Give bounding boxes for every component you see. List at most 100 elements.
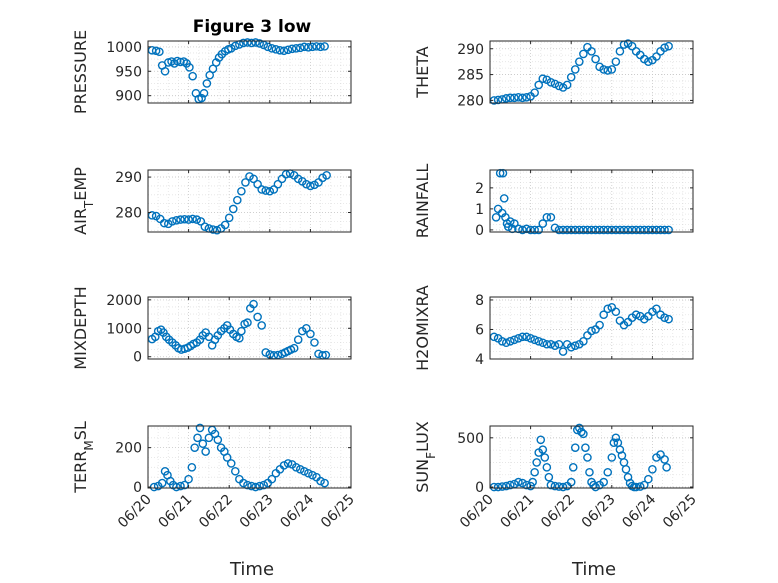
data-point: [530, 88, 539, 97]
data-point: [522, 93, 531, 102]
y-tick-label: 200: [115, 441, 142, 457]
axes-box: [489, 40, 694, 104]
data-point: [664, 225, 673, 235]
data-point: [172, 216, 181, 225]
data-point: [233, 195, 242, 205]
x-tick-label: 06/24: [619, 491, 659, 531]
data-point: [159, 218, 169, 228]
data-point: [554, 225, 564, 235]
x-axis-label-left: Time: [229, 559, 274, 580]
data-point: [514, 93, 523, 102]
subplot-2: 280 290 AIRTEMP: [71, 167, 352, 235]
data-point: [212, 225, 222, 235]
data-point: [568, 463, 578, 472]
data-point: [603, 304, 613, 314]
data-point: [253, 179, 262, 189]
data-point: [213, 435, 223, 445]
subplot-0: 900 950 1000 PRESSURE: [71, 30, 352, 114]
data-point: [599, 310, 608, 320]
y-tick-label: 0: [475, 223, 484, 239]
data-point: [619, 458, 629, 467]
data-point: [247, 38, 256, 48]
y-tick-label: 2000: [106, 293, 142, 309]
data-point: [546, 78, 556, 87]
data-point: [589, 480, 598, 490]
data-point: [660, 43, 669, 53]
data-point: [514, 477, 523, 487]
data-point: [493, 204, 503, 214]
data-point: [595, 320, 604, 330]
data-point: [287, 44, 297, 54]
axes-box: [489, 296, 694, 360]
data-point: [579, 429, 588, 439]
data-point: [550, 341, 560, 351]
data-point: [550, 79, 560, 89]
y-tick-label: 1: [475, 202, 484, 218]
data-point: [302, 179, 311, 189]
data-point: [631, 310, 641, 320]
y-tick-label: 290: [457, 42, 484, 58]
data-point: [554, 482, 564, 491]
data-point: [570, 341, 580, 351]
data-point: [249, 174, 258, 184]
data-point: [662, 463, 671, 472]
x-axis-label-right: Time: [571, 559, 616, 580]
data-point: [570, 443, 580, 452]
data-point: [536, 435, 546, 445]
data-point: [185, 63, 194, 72]
data-point: [510, 93, 519, 103]
x-tick-label: 06/23: [237, 492, 277, 532]
axes-box: [147, 425, 352, 489]
data-point: [570, 65, 580, 74]
y-tick-label: 1000: [106, 321, 142, 337]
data-point: [208, 225, 218, 234]
x-tick-label: 06/25: [318, 492, 358, 532]
data-point: [184, 474, 193, 484]
data-point: [591, 54, 600, 64]
data-point: [210, 335, 220, 344]
data-point: [510, 219, 519, 228]
data-point: [195, 335, 205, 344]
data-point: [279, 461, 289, 470]
data-point: [243, 38, 252, 47]
data-point: [176, 57, 185, 67]
y-tick-label: 0: [475, 480, 484, 496]
y-tick-label: 900: [115, 89, 142, 105]
data-point: [293, 335, 303, 344]
y-tick-label: 6: [475, 322, 484, 338]
data-point: [558, 225, 568, 235]
data-point: [518, 478, 527, 488]
data-point: [603, 467, 613, 477]
data-point: [577, 427, 586, 437]
data-point: [585, 467, 594, 477]
y-axis-label: AIRTEMP: [71, 167, 96, 235]
data-point: [575, 57, 584, 66]
data-point: [267, 44, 277, 53]
y-tick-label: 290: [115, 170, 142, 186]
data-point: [599, 225, 608, 235]
data-point: [306, 329, 315, 339]
data-point: [497, 336, 507, 346]
data-point: [542, 212, 552, 222]
data-point: [237, 326, 246, 336]
data-point: [160, 66, 170, 76]
data-point: [228, 204, 238, 214]
data-point: [222, 321, 232, 330]
data-point: [499, 194, 509, 203]
data-point: [255, 39, 264, 48]
data-point: [187, 463, 197, 472]
data-point: [491, 212, 501, 222]
data-point: [542, 339, 552, 349]
data-point: [579, 336, 588, 346]
y-axis-label: PRESSURE: [71, 30, 90, 114]
data-point: [275, 45, 285, 55]
y-axis-label: THETA: [413, 46, 432, 98]
y-tick-label: 2: [475, 181, 484, 197]
subplot-6: 0 200 TERRMSL 06/20 06/21 06/22 06/23 06/24 06/2…: [71, 421, 358, 531]
data-point: [615, 225, 625, 235]
subplot-7: 0 500 SUNFLUX 06/20 06/21 06/22 06/23 06/24 06/2…: [413, 421, 700, 531]
data-point: [295, 43, 305, 53]
data-point: [155, 47, 164, 57]
data-point: [591, 482, 600, 492]
